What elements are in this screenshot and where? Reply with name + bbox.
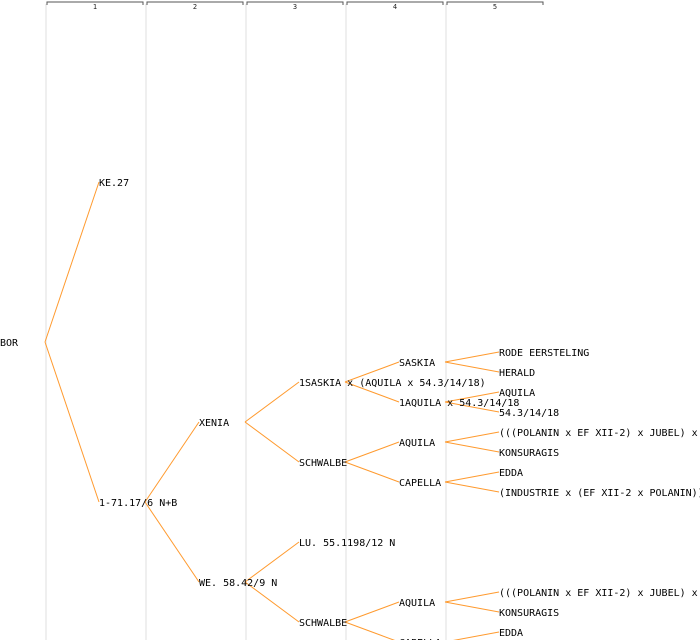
node-1saskia-x-aquila-x-54-3-14-18: 1SASKIA x (AQUILA x 54.3/14/18) [299,378,486,389]
tree-edge [444,391,500,403]
node-1-71-17-6-n-b: 1-71.17/6 N+B [99,498,177,509]
tree-edge [344,441,400,463]
tree-edge [144,501,200,583]
tree-edge [344,381,400,403]
node-aquila: AQUILA [499,388,535,399]
column-header-4: 4 [393,3,397,11]
column-dividers [45,4,447,640]
tree-edge [444,431,500,443]
column-header-5: 5 [493,3,497,11]
node-konsuragis: KONSURAGIS [499,608,559,619]
tree-edge [444,361,500,373]
node-capella: CAPELLA [399,638,441,640]
tree-edge [44,181,100,343]
node-schwalbe: SCHWALBE [299,618,347,629]
column-header-1: 1 [93,3,97,11]
column-bracket [446,1,544,5]
tree-edge [444,351,500,363]
node-polanin-x-ef-xii-2-x-jubel-x: (((POLANIN x EF XII-2) x JUBEL) x [499,428,698,439]
tree-edge [344,621,396,640]
node-schwalbe: SCHWALBE [299,458,347,469]
node-xenia: XENIA [199,418,229,429]
node-bor: BOR [0,338,19,349]
node-54-3-14-18: 54.3/14/18 [499,408,559,419]
node-aquila: AQUILA [399,438,435,449]
tree-edge [444,601,500,613]
tree-edge [444,401,500,413]
node-1aquila-x-54-3-14-18: 1AQUILA x 54.3/14/18 [399,398,519,409]
tree-edge [244,381,300,423]
node-industrie-x-ef-xii-2-x-polanin: (INDUSTRIE x (EF XII-2 x POLANIN)) [499,488,700,499]
tree-edge [244,421,300,463]
tree-edge [244,581,300,623]
node-polanin-x-ef-xii-2-x-jubel-x: (((POLANIN x EF XII-2) x JUBEL) x [499,588,698,599]
tree-edge [144,421,200,503]
node-herald: HERALD [499,368,535,379]
tree-edge [344,601,400,623]
node-konsuragis: KONSURAGIS [499,448,559,459]
column-headers: 1 2 3 4 5 [46,1,544,11]
tree-edge [344,361,400,383]
tree-edge [44,341,100,503]
tree-edge [344,461,400,483]
tree-edge [244,541,300,583]
node-capella: CAPELLA [399,478,441,489]
tree-edge [453,631,500,640]
tree-nodes: KE.27 RODE EERSTELING HERALD SASKIA AQUILA 54… [0,178,700,640]
node-aquila: AQUILA [399,598,435,609]
column-bracket [246,1,344,5]
tree-edge [444,591,500,603]
node-ke-27: KE.27 [99,178,129,189]
node-rode-eersteling: RODE EERSTELING [499,348,589,359]
node-we-58-42-9-n: WE. 58.42/9 N [199,578,277,589]
node-edda: EDDA [499,468,523,479]
column-bracket [146,1,244,5]
node-edda: EDDA [499,628,523,639]
column-header-2: 2 [193,3,197,11]
column-header-3: 3 [293,3,297,11]
column-bracket [46,1,144,5]
tree-edges [44,181,500,640]
tree-edge [444,471,500,483]
tree-edge [444,481,500,493]
tree-edge [444,441,500,453]
node-saskia: SASKIA [399,358,435,369]
node-lu-55-1198-12-n: LU. 55.1198/12 N [299,538,395,549]
column-bracket [346,1,444,5]
